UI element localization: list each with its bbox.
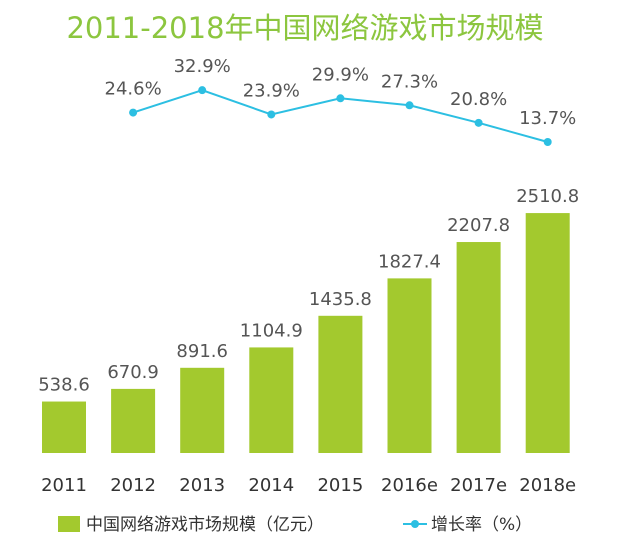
value-label: 13.7% bbox=[519, 108, 576, 129]
chart-title: 2011-2018年中国网络游戏市场规模 bbox=[66, 11, 543, 45]
value-label: 32.9% bbox=[174, 56, 231, 77]
x-tick-label: 2018e bbox=[519, 475, 576, 496]
value-label: 891.6 bbox=[176, 341, 228, 362]
bar bbox=[249, 347, 294, 453]
bar bbox=[525, 213, 570, 453]
value-label: 1104.9 bbox=[240, 320, 303, 341]
bar bbox=[456, 242, 501, 453]
value-label: 670.9 bbox=[107, 362, 159, 383]
line-point bbox=[198, 86, 207, 95]
line-point bbox=[405, 101, 414, 110]
bar bbox=[180, 367, 225, 453]
legend-label: 增长率（%） bbox=[431, 515, 532, 535]
line-point bbox=[267, 110, 276, 119]
value-label: 27.3% bbox=[381, 71, 438, 92]
value-label: 2207.8 bbox=[447, 215, 510, 236]
legend-swatch bbox=[411, 520, 419, 528]
line-point bbox=[543, 138, 552, 147]
value-label: 1827.4 bbox=[378, 251, 441, 272]
bar bbox=[42, 401, 86, 453]
legend-label: 中国网络游戏市场规模（亿元） bbox=[86, 515, 324, 535]
x-tick-label: 2015 bbox=[317, 475, 363, 496]
line-point bbox=[129, 108, 138, 117]
value-label: 20.8% bbox=[450, 89, 507, 110]
value-label: 538.6 bbox=[38, 375, 90, 396]
x-tick-label: 2012 bbox=[110, 475, 156, 496]
bar bbox=[387, 278, 432, 453]
bar bbox=[318, 315, 363, 453]
x-tick-label: 2016e bbox=[381, 475, 438, 496]
line-point bbox=[474, 118, 483, 127]
line-point bbox=[336, 94, 345, 103]
x-tick-label: 2014 bbox=[248, 475, 294, 496]
x-tick-label: 2011 bbox=[41, 475, 87, 496]
bar bbox=[111, 388, 156, 453]
value-label: 24.6% bbox=[105, 79, 162, 100]
value-label: 29.9% bbox=[312, 64, 369, 85]
x-tick-label: 2013 bbox=[179, 475, 225, 496]
value-label: 2510.8 bbox=[516, 186, 579, 207]
value-label: 1435.8 bbox=[309, 289, 372, 310]
legend-swatch bbox=[58, 516, 80, 532]
value-label: 23.9% bbox=[243, 80, 300, 101]
x-tick-label: 2017e bbox=[450, 475, 507, 496]
